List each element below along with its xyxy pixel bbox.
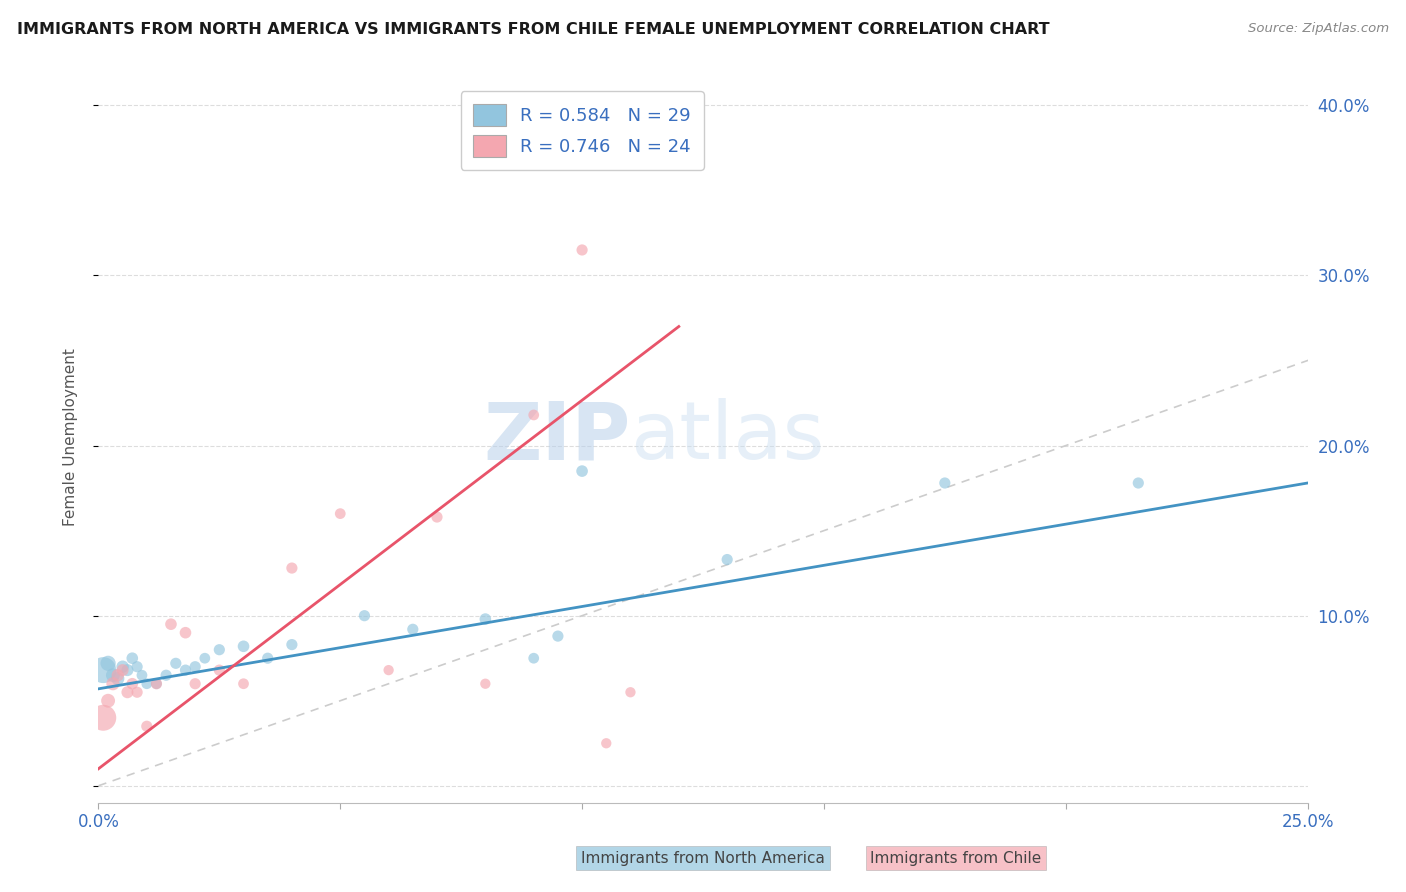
Text: Immigrants from North America: Immigrants from North America: [581, 851, 825, 865]
Point: [474, 612, 496, 626]
Legend: R = 0.584   N = 29, R = 0.746   N = 24: R = 0.584 N = 29, R = 0.746 N = 24: [461, 91, 703, 169]
Point: [111, 659, 134, 673]
Point: [121, 677, 143, 691]
Point: [107, 672, 129, 686]
Point: [145, 677, 167, 691]
Point: [571, 464, 593, 478]
Point: [281, 561, 304, 575]
Point: [595, 736, 617, 750]
Point: [155, 668, 177, 682]
Point: [184, 677, 207, 691]
Point: [131, 668, 153, 682]
Point: [329, 507, 352, 521]
Point: [127, 659, 149, 673]
Point: [91, 663, 114, 677]
Point: [232, 677, 254, 691]
Text: ZIP: ZIP: [484, 398, 630, 476]
Point: [523, 408, 546, 422]
Point: [402, 622, 425, 636]
Point: [571, 243, 593, 257]
Y-axis label: Female Unemployment: Female Unemployment: [63, 348, 77, 526]
Point: [232, 640, 254, 654]
Point: [426, 510, 449, 524]
Point: [208, 663, 231, 677]
Point: [208, 642, 231, 657]
Point: [135, 719, 157, 733]
Point: [281, 638, 304, 652]
Point: [194, 651, 217, 665]
Point: [107, 668, 129, 682]
Point: [353, 608, 375, 623]
Point: [145, 677, 167, 691]
Point: [474, 677, 496, 691]
Text: IMMIGRANTS FROM NORTH AMERICA VS IMMIGRANTS FROM CHILE FEMALE UNEMPLOYMENT CORRE: IMMIGRANTS FROM NORTH AMERICA VS IMMIGRA…: [17, 22, 1049, 37]
Text: Immigrants from Chile: Immigrants from Chile: [870, 851, 1042, 865]
Point: [135, 677, 157, 691]
Point: [934, 475, 956, 490]
Point: [619, 685, 641, 699]
Point: [127, 685, 149, 699]
Point: [121, 651, 143, 665]
Point: [117, 685, 139, 699]
Text: Source: ZipAtlas.com: Source: ZipAtlas.com: [1249, 22, 1389, 36]
Point: [523, 651, 546, 665]
Point: [184, 659, 207, 673]
Point: [101, 677, 124, 691]
Point: [256, 651, 278, 665]
Point: [101, 668, 124, 682]
Point: [1128, 475, 1150, 490]
Text: atlas: atlas: [630, 398, 825, 476]
Point: [165, 657, 187, 671]
Point: [716, 552, 738, 566]
Point: [91, 711, 114, 725]
Point: [97, 694, 120, 708]
Point: [377, 663, 399, 677]
Point: [160, 617, 183, 632]
Point: [547, 629, 569, 643]
Point: [174, 663, 197, 677]
Point: [117, 663, 139, 677]
Point: [174, 625, 197, 640]
Point: [111, 663, 134, 677]
Point: [97, 657, 120, 671]
